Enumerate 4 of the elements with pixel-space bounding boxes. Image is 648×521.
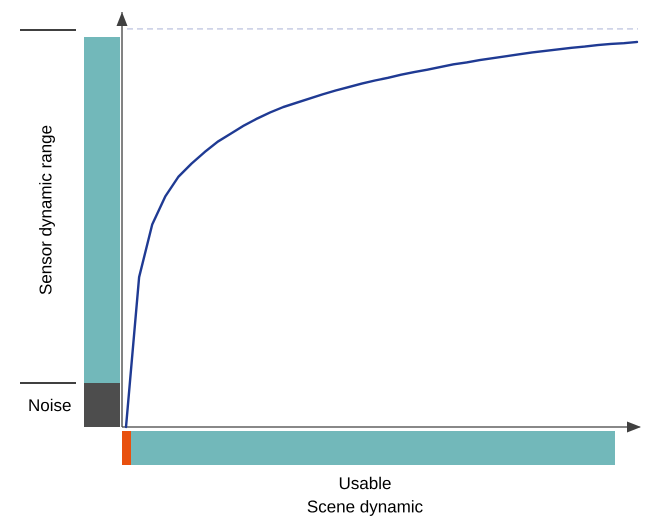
text: Usable	[340, 476, 391, 490]
text: Scene dynamic	[308, 500, 423, 516]
y-axis-title: Sensor dynamic range	[39, 126, 55, 294]
text: Noise	[29, 398, 71, 412]
